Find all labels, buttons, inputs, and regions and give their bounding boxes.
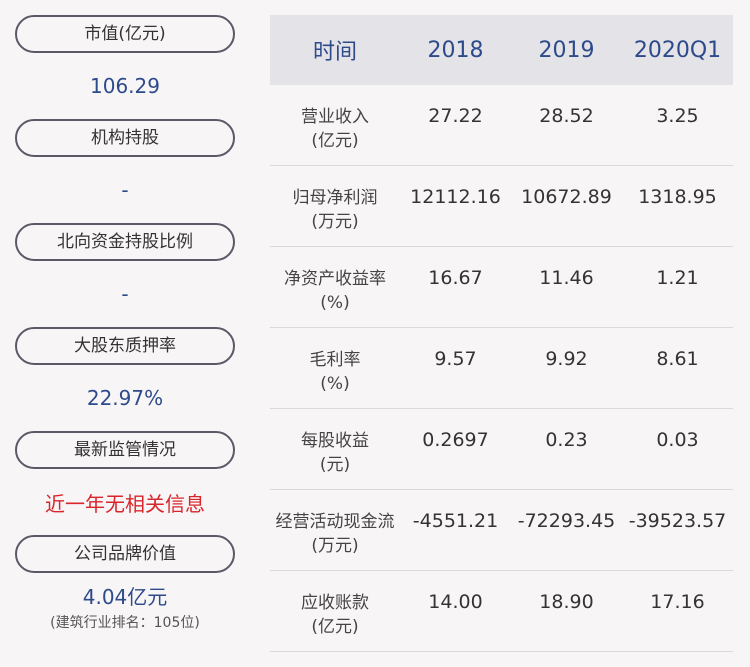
row-label-main: 营业收入 — [301, 107, 369, 127]
cell-2020q1: 1318.95 — [638, 186, 717, 208]
left-panel: 市值(亿元) 106.29 机构持股 - 北向资金持股比例 - 大股东质押率 2… — [15, 15, 235, 639]
brand-value-label: 公司品牌价值 — [15, 535, 235, 573]
cell-2019: 10672.89 — [521, 186, 612, 208]
cell-2019: 9.92 — [545, 348, 588, 370]
table-row: 每股收益 (元) 0.2697 0.23 0.03 — [270, 409, 733, 490]
cell-2018: 16.67 — [428, 267, 483, 289]
cell-2019: 0.23 — [545, 429, 588, 451]
row-label-main: 应收账款 — [301, 593, 369, 613]
pledge-ratio-value: 22.97% — [86, 386, 164, 410]
cell-2019: 11.46 — [539, 267, 594, 289]
pledge-ratio-label: 大股东质押率 — [15, 327, 235, 365]
financial-table: 时间 2018 2019 2020Q1 营业收入 (亿元) 27.22 28.5… — [270, 15, 733, 652]
cell-2020q1: 0.03 — [656, 429, 699, 451]
cell-2018: 0.2697 — [422, 429, 489, 451]
cell-2020q1: 17.16 — [650, 591, 705, 613]
row-label-main: 每股收益 — [301, 431, 369, 451]
institution-holding-value: - — [121, 178, 129, 202]
brand-rank: (建筑行业排名：105位) — [50, 614, 200, 631]
table-row: 毛利率 (%) 9.57 9.92 8.61 — [270, 328, 733, 409]
brand-value-block: 4.04亿元 (建筑行业排名：105位) — [15, 573, 235, 639]
cell-2020q1: 1.21 — [656, 267, 699, 289]
cell-2018: 14.00 — [428, 591, 483, 613]
row-label-unit: (亿元) — [311, 617, 359, 637]
cell-2019: -72293.45 — [517, 510, 616, 532]
row-label-main: 经营活动现金流 — [275, 512, 395, 532]
row-label: 毛利率 (%) — [270, 328, 400, 408]
row-label-unit: (万元) — [311, 212, 359, 232]
row-label-main: 毛利率 — [309, 350, 361, 370]
row-label: 每股收益 (元) — [270, 409, 400, 489]
row-label: 经营活动现金流 (万元) — [270, 490, 400, 570]
northbound-ratio-value: - — [121, 282, 129, 306]
row-label-unit: (%) — [320, 293, 350, 313]
header-2019: 2019 — [538, 37, 595, 63]
cell-2020q1: -39523.57 — [628, 510, 727, 532]
supervision-label: 最新监管情况 — [15, 431, 235, 469]
row-label-unit: (亿元) — [311, 131, 359, 151]
row-label: 营业收入 (亿元) — [270, 85, 400, 165]
row-label-main: 归母净利润 — [292, 188, 378, 208]
table-row: 应收账款 (亿元) 14.00 18.90 17.16 — [270, 571, 733, 652]
table-row: 经营活动现金流 (万元) -4551.21 -72293.45 -39523.5… — [270, 490, 733, 571]
row-label: 净资产收益率 (%) — [270, 247, 400, 327]
market-cap-label: 市值(亿元) — [15, 15, 235, 53]
table-row: 营业收入 (亿元) 27.22 28.52 3.25 — [270, 85, 733, 166]
table-header: 时间 2018 2019 2020Q1 — [270, 15, 733, 85]
market-cap-value: 106.29 — [90, 74, 160, 98]
header-2020q1: 2020Q1 — [633, 37, 722, 63]
cell-2018: 27.22 — [428, 105, 483, 127]
row-label-unit: (%) — [320, 374, 350, 394]
table-row: 净资产收益率 (%) 16.67 11.46 1.21 — [270, 247, 733, 328]
row-label: 应收账款 (亿元) — [270, 571, 400, 651]
institution-holding-label: 机构持股 — [15, 119, 235, 157]
table-row: 归母净利润 (万元) 12112.16 10672.89 1318.95 — [270, 166, 733, 247]
row-label-unit: (万元) — [311, 536, 359, 556]
row-label-unit: (元) — [319, 455, 351, 475]
cell-2019: 28.52 — [539, 105, 594, 127]
cell-2018: 9.57 — [434, 348, 477, 370]
cell-2018: -4551.21 — [412, 510, 499, 532]
cell-2018: 12112.16 — [410, 186, 501, 208]
supervision-value: 近一年无相关信息 — [45, 491, 205, 516]
northbound-ratio-label: 北向资金持股比例 — [15, 223, 235, 261]
brand-value: 4.04亿元 — [82, 584, 168, 609]
cell-2019: 18.90 — [539, 591, 594, 613]
row-label: 归母净利润 (万元) — [270, 166, 400, 246]
cell-2020q1: 8.61 — [656, 348, 699, 370]
cell-2020q1: 3.25 — [656, 105, 699, 127]
header-2018: 2018 — [427, 37, 484, 63]
row-label-main: 净资产收益率 — [284, 269, 386, 289]
header-time: 时间 — [312, 40, 357, 65]
